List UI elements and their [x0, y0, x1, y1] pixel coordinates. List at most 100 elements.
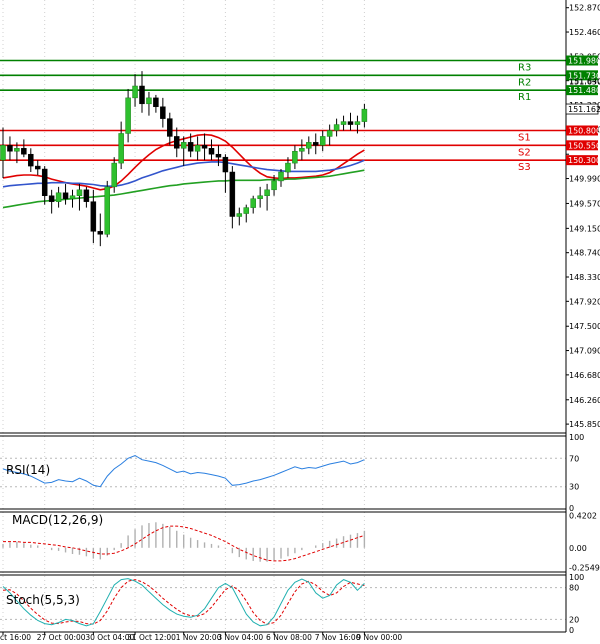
candle-body [7, 145, 13, 152]
candle-body [222, 156, 229, 173]
candle-body [257, 195, 263, 199]
level-price-label: 150.800 [568, 126, 600, 135]
stoch-signal-line [2, 579, 365, 625]
candle-body [194, 145, 201, 152]
candle [48, 189, 55, 214]
candle [319, 130, 326, 152]
candle-body [76, 189, 83, 196]
rsi-panel [0, 454, 566, 488]
candle [104, 180, 110, 238]
level-label-s3: S3 [518, 162, 531, 173]
candle-body [28, 153, 34, 167]
candle-body [333, 124, 340, 131]
candle-body [41, 168, 48, 196]
level-price-box [566, 155, 598, 166]
time-tick-label: 27 Oct 00:00 [37, 633, 86, 642]
candle [264, 183, 270, 211]
candle [28, 148, 34, 173]
candle [229, 166, 236, 229]
level-price-label: 150.300 [568, 156, 600, 165]
candle [180, 136, 187, 167]
level-price-label: 151.480 [568, 86, 600, 95]
candle-body [62, 192, 69, 199]
candle-body [104, 186, 110, 235]
candle [222, 154, 229, 193]
candle-body [208, 148, 215, 155]
level-label-r3: R3 [518, 63, 531, 74]
macd-panel [2, 522, 366, 562]
candle [354, 115, 361, 134]
candle-body [326, 130, 333, 137]
candle [285, 157, 291, 178]
candle-body [278, 171, 284, 182]
price-tick-label: 149.570 [569, 199, 600, 208]
candle [97, 213, 104, 247]
candle-body [319, 136, 326, 146]
level-price-label: 151.730 [568, 71, 600, 80]
price-tick-label: 149.990 [569, 175, 600, 184]
candle [76, 183, 83, 211]
candle [194, 136, 201, 161]
candle-body [139, 85, 145, 105]
current-price-label: 151.162 [568, 105, 600, 114]
candle [90, 189, 97, 244]
candle [340, 115, 347, 131]
stoch-title: Stoch(5,5,3) [6, 593, 80, 607]
candle [271, 174, 277, 196]
price-tick-label: 147.090 [569, 347, 600, 356]
current-price-box [565, 103, 599, 115]
candle-body [299, 148, 305, 152]
candle-body [21, 148, 27, 155]
candle-body [361, 108, 368, 122]
price-tick-label: 147.920 [569, 297, 600, 306]
time-tick-label: 9 Nov 00:00 [356, 633, 402, 642]
price-tick-label: 147.500 [569, 322, 600, 331]
level-price-box [566, 70, 598, 81]
price-tick-label: 146.260 [569, 396, 600, 405]
candle [215, 145, 222, 167]
candle-body [160, 106, 166, 119]
candle [146, 91, 152, 116]
macd-title: MACD(12,26,9) [12, 513, 103, 527]
moving-average-line [2, 169, 365, 209]
candle [14, 142, 20, 164]
candle [201, 133, 208, 161]
stoch-tick-label: 100 [569, 573, 584, 582]
candle-body [180, 142, 187, 149]
candle [125, 88, 131, 143]
candle [306, 136, 312, 155]
price-tick-label: 151.640 [569, 77, 600, 86]
candle [292, 145, 298, 170]
candle [333, 118, 340, 137]
candle-body [111, 162, 117, 188]
level-price-box [566, 85, 598, 96]
candle-body [347, 121, 354, 125]
candle [160, 97, 166, 128]
candle-body [243, 207, 249, 214]
candle [83, 186, 90, 208]
time-tick-label: ct 16:00 [0, 633, 31, 642]
candle-body [48, 195, 55, 202]
level-label-r2: R2 [518, 77, 531, 88]
candle-body [55, 192, 62, 202]
stoch-tick-label: 0 [569, 626, 574, 635]
candle-body [271, 180, 277, 191]
price-tick-label: 148.740 [569, 249, 600, 258]
candle [0, 127, 6, 178]
candle-body [69, 195, 76, 199]
macd-tick-label: -0.2549 [569, 564, 600, 573]
candle [208, 139, 215, 161]
candle-body [236, 213, 243, 217]
stoch-main-line [2, 578, 365, 627]
rsi-tick-label: 30 [569, 483, 579, 492]
candle [153, 94, 159, 113]
candle [7, 136, 13, 161]
rsi-tick-label: 100 [569, 433, 584, 442]
candle-body [125, 97, 131, 134]
candle-body [118, 133, 124, 164]
grid [2, 0, 365, 632]
candle-body [292, 151, 298, 164]
candle [118, 121, 124, 170]
